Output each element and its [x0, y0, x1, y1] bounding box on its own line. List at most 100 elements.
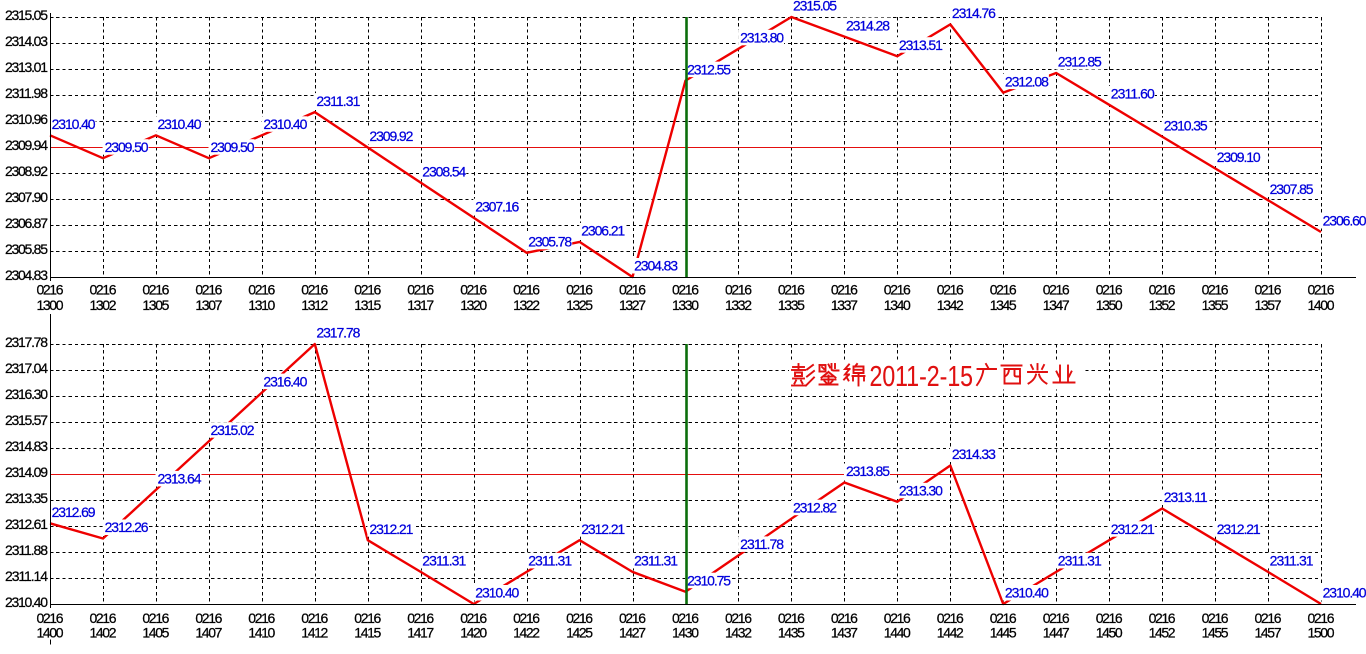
svg-text:2305.85: 2305.85 [5, 241, 48, 257]
svg-text:2312.21: 2312.21 [581, 521, 625, 537]
svg-text:2317.04: 2317.04 [5, 360, 48, 376]
svg-text:2312.61: 2312.61 [5, 516, 48, 532]
svg-text:1330: 1330 [672, 297, 699, 313]
svg-text:0216: 0216 [566, 610, 593, 626]
svg-text:2312.69: 2312.69 [52, 504, 96, 520]
svg-text:2309.94: 2309.94 [5, 137, 48, 153]
svg-text:1445: 1445 [990, 625, 1017, 641]
svg-text:0216: 0216 [1043, 610, 1070, 626]
svg-text:0216: 0216 [1096, 610, 1123, 626]
svg-text:1340: 1340 [884, 297, 911, 313]
svg-text:1337: 1337 [831, 297, 858, 313]
svg-text:1455: 1455 [1202, 625, 1229, 641]
svg-text:2310.40: 2310.40 [475, 585, 519, 601]
svg-text:1457: 1457 [1255, 625, 1282, 641]
svg-text:1327: 1327 [619, 297, 646, 313]
svg-text:1332: 1332 [725, 297, 752, 313]
svg-text:0216: 0216 [460, 610, 487, 626]
svg-text:0216: 0216 [460, 282, 487, 298]
svg-text:1440: 1440 [884, 625, 911, 641]
svg-text:2311.31: 2311.31 [528, 553, 572, 569]
svg-text:2311.78: 2311.78 [740, 536, 784, 552]
svg-text:2309.50: 2309.50 [105, 139, 149, 155]
svg-text:1447: 1447 [1043, 625, 1070, 641]
svg-text:2309.92: 2309.92 [369, 128, 413, 144]
svg-text:1417: 1417 [407, 625, 434, 641]
svg-text:1442: 1442 [937, 625, 964, 641]
svg-text:0216: 0216 [1255, 610, 1282, 626]
svg-text:1432: 1432 [725, 625, 752, 641]
svg-text:2315.05: 2315.05 [5, 7, 48, 23]
svg-text:2315.57: 2315.57 [5, 412, 48, 428]
svg-text:1357: 1357 [1255, 297, 1282, 313]
svg-text:2310.75: 2310.75 [687, 572, 731, 588]
svg-text:2316.40: 2316.40 [263, 373, 307, 389]
svg-text:2310.40: 2310.40 [158, 116, 202, 132]
svg-text:1347: 1347 [1043, 297, 1070, 313]
svg-text:2308.92: 2308.92 [5, 163, 48, 179]
svg-text:2308.54: 2308.54 [422, 163, 466, 179]
svg-text:1415: 1415 [354, 625, 381, 641]
svg-text:2310.40: 2310.40 [5, 594, 48, 610]
svg-text:2310.40: 2310.40 [1323, 585, 1366, 601]
svg-text:1315: 1315 [354, 297, 381, 313]
svg-text:0216: 0216 [937, 282, 964, 298]
svg-text:0216: 0216 [1202, 282, 1229, 298]
svg-text:1405: 1405 [142, 625, 169, 641]
svg-text:1402: 1402 [90, 625, 117, 641]
svg-text:0216: 0216 [831, 282, 858, 298]
svg-text:0216: 0216 [725, 282, 752, 298]
svg-text:2312.85: 2312.85 [1058, 54, 1102, 70]
svg-text:2307.16: 2307.16 [475, 198, 519, 214]
svg-text:2309.50: 2309.50 [211, 139, 255, 155]
svg-text:0216: 0216 [990, 610, 1017, 626]
svg-text:2304.83: 2304.83 [634, 258, 678, 274]
svg-text:2311.31: 2311.31 [1058, 553, 1102, 569]
svg-text:0216: 0216 [1149, 282, 1176, 298]
svg-text:1320: 1320 [460, 297, 487, 313]
svg-text:1312: 1312 [301, 297, 328, 313]
svg-text:2310.96: 2310.96 [5, 111, 48, 127]
svg-text:2311.60: 2311.60 [1111, 86, 1155, 102]
svg-text:0216: 0216 [1149, 610, 1176, 626]
svg-text:1307: 1307 [195, 297, 222, 313]
svg-text:2313.64: 2313.64 [158, 471, 202, 487]
svg-text:2314.83: 2314.83 [5, 438, 48, 454]
svg-text:0216: 0216 [884, 610, 911, 626]
svg-text:0216: 0216 [1255, 282, 1282, 298]
svg-text:0216: 0216 [195, 282, 222, 298]
svg-text:1450: 1450 [1096, 625, 1123, 641]
svg-text:0216: 0216 [354, 610, 381, 626]
svg-text:2313.11: 2313.11 [1164, 489, 1208, 505]
svg-text:0216: 0216 [672, 282, 699, 298]
svg-text:1420: 1420 [460, 625, 487, 641]
svg-text:0216: 0216 [513, 610, 540, 626]
svg-text:2314.09: 2314.09 [5, 464, 48, 480]
svg-text:0216: 0216 [831, 610, 858, 626]
svg-text:0216: 0216 [354, 282, 381, 298]
svg-text:2311.98: 2311.98 [5, 85, 48, 101]
svg-text:1300: 1300 [37, 297, 64, 313]
svg-text:1325: 1325 [566, 297, 593, 313]
svg-text:2313.01: 2313.01 [5, 59, 48, 75]
svg-text:2312.21: 2312.21 [1111, 521, 1155, 537]
svg-text:2312.26: 2312.26 [105, 519, 149, 535]
svg-text:2315.02: 2315.02 [211, 422, 255, 438]
svg-text:0216: 0216 [778, 282, 805, 298]
svg-text:0216: 0216 [248, 610, 275, 626]
svg-text:0216: 0216 [884, 282, 911, 298]
svg-text:2311.31: 2311.31 [316, 93, 360, 109]
svg-text:0216: 0216 [142, 610, 169, 626]
svg-text:0216: 0216 [1202, 610, 1229, 626]
svg-text:2306.87: 2306.87 [5, 215, 48, 231]
svg-text:1435: 1435 [778, 625, 805, 641]
svg-text:2317.78: 2317.78 [316, 325, 360, 341]
svg-text:2307.85: 2307.85 [1270, 181, 1314, 197]
svg-text:2310.40: 2310.40 [1005, 585, 1049, 601]
svg-text:1400: 1400 [37, 625, 64, 641]
svg-text:2314.28: 2314.28 [846, 17, 890, 33]
svg-text:0216: 0216 [1308, 282, 1335, 298]
svg-text:1342: 1342 [937, 297, 964, 313]
svg-text:0216: 0216 [1043, 282, 1070, 298]
svg-text:0216: 0216 [301, 282, 328, 298]
